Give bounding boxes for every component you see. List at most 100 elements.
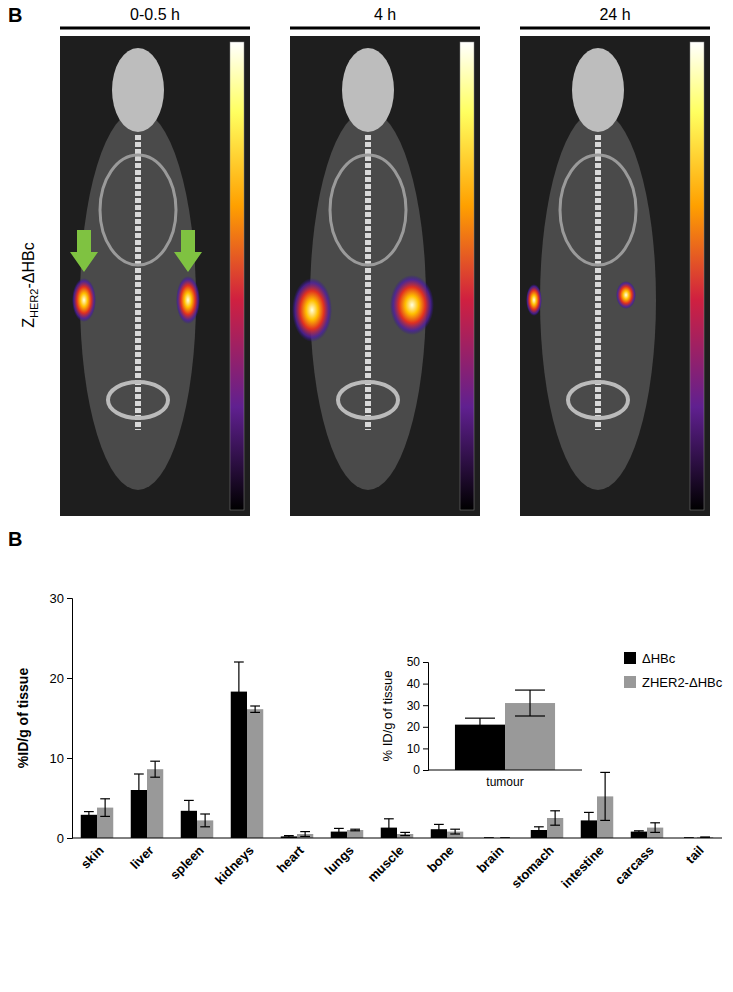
x-tick-label: heart: [274, 842, 308, 876]
spine: [365, 135, 371, 430]
inset-chart: 01020304050tumour% ID/g of tissue: [380, 655, 582, 789]
x-tick-label: carcass: [612, 843, 657, 888]
error-bar: [434, 824, 444, 834]
x-tick-label: kidneys: [212, 843, 257, 888]
error-line: [384, 818, 394, 819]
error-line: [100, 798, 110, 799]
y-tick-mark: [67, 758, 72, 759]
error-bar: [584, 812, 594, 828]
x-tick-label: bone: [424, 843, 457, 876]
error-line: [600, 772, 610, 773]
x-tick: spleen: [167, 838, 207, 882]
pet-image: [60, 36, 250, 516]
time-label: 4 h: [374, 6, 396, 23]
hotspot: [292, 278, 332, 342]
error-bar: [400, 832, 410, 835]
y-tick-label: 20: [50, 671, 64, 686]
error-bar: [650, 823, 660, 833]
y-tick-label: 50: [407, 655, 421, 669]
error-line: [300, 831, 310, 832]
error-bar: [534, 827, 544, 833]
header-rule: [520, 27, 710, 30]
error-line: [84, 811, 94, 812]
header-rule: [290, 27, 480, 30]
error-line: [588, 812, 589, 828]
error-line: [388, 819, 389, 837]
header-rule: [60, 27, 250, 30]
error-line: [634, 830, 644, 831]
error-line: [150, 777, 160, 778]
error-line: [384, 836, 394, 837]
bar: [147, 769, 163, 838]
y-tick-label: 20: [407, 720, 421, 734]
y-tick: 20: [50, 671, 72, 686]
y-tick: 30: [407, 699, 428, 713]
x-axis-line: [72, 838, 722, 839]
error-line: [479, 718, 480, 731]
y-tick: 0: [413, 763, 428, 777]
color-bar: [690, 42, 704, 510]
error-line: [134, 805, 144, 806]
error-line: [650, 832, 660, 833]
error-line: [655, 823, 656, 833]
error-bar: [200, 814, 210, 827]
error-line: [255, 706, 256, 712]
bar: [81, 815, 97, 838]
error-line: [334, 834, 344, 835]
error-line: [550, 825, 560, 826]
color-bar: [460, 42, 474, 510]
legend-label: ZHER2-ΔHBc: [642, 675, 723, 690]
error-line: [134, 773, 144, 774]
spine: [135, 135, 141, 430]
error-line: [334, 828, 344, 829]
y-tick-label: 0: [57, 831, 64, 846]
y-tick-label: 10: [407, 742, 421, 756]
hotspot: [526, 284, 542, 316]
ribcage: [100, 155, 176, 265]
plot-area: [81, 662, 714, 838]
x-tick: skin: [78, 838, 107, 872]
legend-item: ΔHBc: [624, 651, 676, 666]
x-tick: lungs: [322, 838, 357, 878]
x-tick-label: tumour: [486, 775, 523, 789]
panel-label: B: [8, 528, 22, 550]
y-tick-label: 30: [50, 591, 64, 606]
arrow: [174, 230, 202, 272]
y-tick: 10: [407, 742, 428, 756]
error-line: [438, 824, 439, 834]
error-bar: [300, 832, 310, 837]
error-line: [350, 829, 360, 830]
error-line: [455, 829, 456, 834]
image-panel: B0-0.5 h4 h24 hZHER2-ΔHBc: [8, 4, 710, 516]
y-tick-mark: [423, 705, 428, 706]
hotspot: [176, 276, 200, 324]
hotspot: [390, 275, 434, 335]
x-axis: skinliverspleenkidneysheartlungsmusclebo…: [72, 838, 722, 891]
error-bar: [84, 812, 94, 818]
error-line: [155, 761, 156, 777]
y-axis-title: % ID/g of tissue: [380, 670, 395, 761]
x-axis: tumour: [428, 770, 582, 789]
error-bar: [184, 800, 194, 821]
error-bar: [150, 761, 160, 777]
error-line: [450, 833, 460, 834]
color-bar: [230, 42, 244, 510]
error-line: [338, 828, 339, 834]
error-line: [200, 826, 210, 827]
panel-label: B: [8, 4, 22, 26]
error-line: [465, 731, 495, 732]
y-tick: 0: [57, 831, 72, 846]
error-line: [84, 817, 94, 818]
y-tick-mark: [67, 678, 72, 679]
x-tick: tail: [683, 838, 707, 867]
y-axis-line: [67, 599, 73, 839]
legend: ΔHBc ZHER2-ΔHBc: [624, 651, 723, 690]
error-line: [450, 829, 460, 830]
figure: B0-0.5 h4 h24 hZHER2-ΔHBc0102030skinlive…: [0, 0, 733, 992]
bar: [631, 832, 647, 838]
row-label-sub: HER2: [28, 289, 40, 318]
image-bg: [520, 36, 710, 516]
image-bg: [290, 36, 480, 516]
legend-item: ZHER2-ΔHBc: [624, 675, 723, 690]
x-tick: bone: [424, 838, 457, 875]
